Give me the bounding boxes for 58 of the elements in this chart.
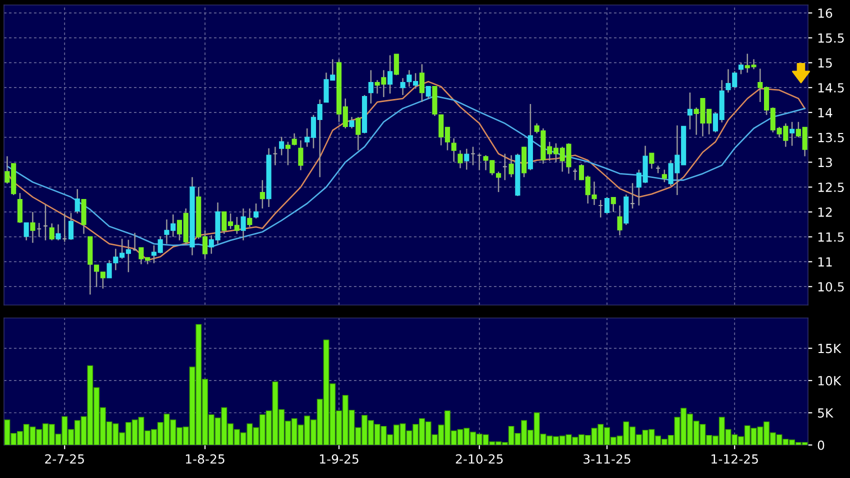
candlestick <box>100 272 106 290</box>
y-tick-label: 15K <box>818 344 842 354</box>
candlestick <box>74 188 80 214</box>
candlestick <box>508 154 514 178</box>
candlestick <box>24 222 29 241</box>
candlestick <box>240 208 246 241</box>
candlestick <box>426 86 431 100</box>
candlestick <box>419 64 424 103</box>
candlestick <box>298 140 304 171</box>
y-tick-label: 16 <box>818 8 832 18</box>
candlestick <box>687 92 692 130</box>
candlestick <box>68 212 74 240</box>
y-tick-label: 5K <box>818 408 834 418</box>
candlestick <box>356 116 361 151</box>
candlestick <box>496 171 502 193</box>
x-tick-label: 1-9-25 <box>320 454 358 464</box>
y-tick-label: 15.5 <box>818 33 844 43</box>
y-tick-label: 10K <box>818 376 842 386</box>
x-tick-label: 1-8-25 <box>186 454 224 464</box>
candlestick <box>388 54 393 94</box>
candlestick <box>279 136 284 156</box>
x-tick-label: 3-11-25 <box>584 454 630 464</box>
candlestick <box>464 148 470 170</box>
line-series <box>6 95 806 248</box>
y-tick-label: 12.5 <box>818 182 844 192</box>
x-tick-label: 2-10-25 <box>456 454 503 464</box>
candlestick <box>617 204 622 236</box>
candlestick <box>610 196 616 213</box>
candlestick <box>247 208 252 228</box>
y-tick-label: 11 <box>818 257 832 266</box>
candlestick <box>451 138 456 162</box>
candlestick <box>738 62 744 75</box>
x-tick-label: 1-12-25 <box>712 454 758 464</box>
y-tick-label: 12 <box>818 207 832 217</box>
candlestick <box>30 211 36 244</box>
candlestick <box>604 196 610 215</box>
y-tick-label: 14.5 <box>818 83 844 93</box>
candlestick <box>349 116 354 130</box>
y-tick-label: 11.5 <box>818 232 844 242</box>
candlestick <box>662 169 667 183</box>
candlestick <box>49 222 54 241</box>
y-tick-label: 10.5 <box>818 282 844 292</box>
candlestick <box>790 121 795 146</box>
candlestick <box>458 150 463 169</box>
candlestick <box>400 78 406 96</box>
candlestick <box>394 54 399 76</box>
y-tick-label: 13.5 <box>818 132 844 142</box>
y-tick-label: 13 <box>818 158 832 168</box>
x-tick-label: 2-7-25 <box>45 454 84 464</box>
y-tick-label: 15 <box>818 58 832 68</box>
candlestick <box>368 70 374 104</box>
candlestick <box>649 152 654 170</box>
y-tick-label: 14 <box>818 108 832 118</box>
candlestick <box>56 224 61 241</box>
candlestick <box>254 202 259 220</box>
y-tick-label: 0 <box>818 440 824 450</box>
candlestick <box>260 180 265 210</box>
candlestick <box>17 192 22 224</box>
